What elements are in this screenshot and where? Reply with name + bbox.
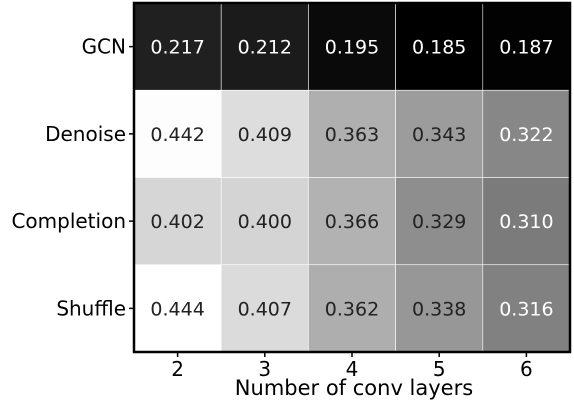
cell-value-label: 0.338: [412, 298, 466, 320]
cell-value-label: 0.444: [150, 298, 204, 320]
heatmap-cell: [133, 2, 222, 91]
heatmap-cell: [395, 2, 484, 91]
x-tick-label: 4: [346, 357, 359, 381]
cell-value-label: 0.185: [412, 37, 466, 59]
cell-value-label: 0.212: [238, 37, 292, 59]
cell-value-label: 0.402: [150, 211, 204, 233]
cell-value-label: 0.322: [499, 124, 553, 146]
cell-value-label: 0.187: [499, 37, 553, 59]
heatmap-cell: [395, 177, 484, 266]
cell-value-label: 0.316: [499, 298, 553, 320]
heatmap-cell: [482, 264, 571, 353]
y-tick-label: GCN: [82, 35, 126, 59]
heatmap-cell: [220, 89, 309, 178]
y-tick-label: Shuffle: [56, 296, 126, 320]
cell-value-label: 0.362: [325, 298, 379, 320]
heatmap-cell: [220, 177, 309, 266]
cell-value-labels: 0.217 0.212 0.195 0.185 0.187 0.442 0.409 0.363…: [150, 37, 553, 321]
heatmap-cells: [133, 2, 571, 353]
cell-value-label: 0.400: [238, 211, 292, 233]
cell-value-label: 0.409: [238, 124, 292, 146]
x-tick-label: 6: [520, 357, 533, 381]
heatmap-cell: [220, 2, 309, 91]
cell-value-label: 0.310: [499, 211, 553, 233]
x-axis-label: Number of conv layers: [234, 376, 474, 400]
heatmap-cell: [308, 264, 396, 353]
cell-value-label: 0.329: [412, 211, 466, 233]
cell-value-label: 0.363: [325, 124, 379, 146]
y-tick-label: Completion: [11, 209, 126, 233]
heatmap-cell: [395, 264, 484, 353]
heatmap-cell: [482, 177, 571, 266]
x-tick-label: 5: [433, 357, 446, 381]
heatmap-cell: [482, 89, 571, 178]
cell-value-label: 0.366: [325, 211, 379, 233]
heatmap-cell: [133, 89, 222, 178]
cell-value-label: 0.407: [238, 298, 292, 320]
heatmap-cell: [482, 2, 571, 91]
y-tick-label: Denoise: [45, 122, 126, 146]
heatmap-cell: [308, 89, 396, 178]
x-tick-labels: 2 3 4 5 6: [171, 352, 533, 381]
cell-value-label: 0.343: [412, 124, 466, 146]
heatmap-cell: [308, 177, 396, 266]
y-tick-labels: GCN Denoise Completion Shuffle: [11, 35, 134, 320]
cell-value-label: 0.217: [150, 37, 204, 59]
heatmap-cell: [220, 264, 309, 353]
cell-value-label: 0.442: [150, 124, 204, 146]
x-tick-label: 3: [258, 357, 271, 381]
x-tick-label: 2: [171, 357, 184, 381]
cell-value-label: 0.195: [325, 37, 379, 59]
